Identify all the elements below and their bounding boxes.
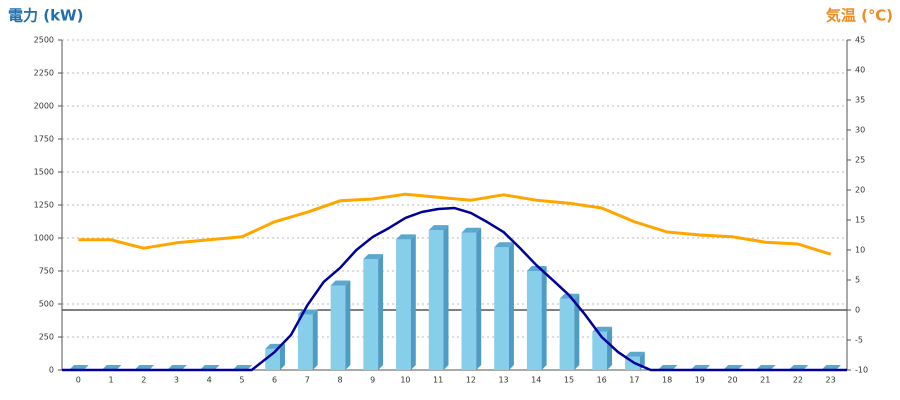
y2-tick-label: -10 xyxy=(855,366,868,375)
x-tick-label: 12 xyxy=(466,376,476,385)
y2-tick-label: 35 xyxy=(855,96,865,105)
power-line xyxy=(62,206,847,372)
bar-side xyxy=(378,254,384,370)
bar-top xyxy=(494,242,514,248)
bar xyxy=(396,239,411,370)
x-tick-label: 11 xyxy=(433,376,443,385)
x-tick-label: 19 xyxy=(695,376,705,385)
bar xyxy=(526,271,542,370)
bar xyxy=(559,298,575,370)
x-tick-label: 1 xyxy=(109,376,114,385)
y2-tick-label: 15 xyxy=(855,216,865,225)
bar-top xyxy=(396,234,416,240)
x-tick-label: 5 xyxy=(239,376,244,385)
y2-tick-label: 25 xyxy=(855,156,865,165)
y-tick-label: 1000 xyxy=(34,234,54,243)
bar xyxy=(592,331,608,370)
bar-top xyxy=(625,351,645,357)
bar xyxy=(428,230,444,370)
y2-tick-label: 5 xyxy=(855,276,860,285)
x-tick-label: 15 xyxy=(564,376,574,385)
bar xyxy=(265,348,280,370)
y-tick-label: 2250 xyxy=(34,69,54,78)
bar xyxy=(494,247,509,370)
x-tick-label: 16 xyxy=(597,376,607,385)
x-tick-label: 13 xyxy=(498,376,508,385)
y2-tick-label: -5 xyxy=(855,336,863,345)
bar-side xyxy=(607,326,613,370)
y-tick-label: 1250 xyxy=(34,201,54,210)
bar-side xyxy=(312,309,318,370)
y2-tick-label: 40 xyxy=(855,66,865,75)
bar-side xyxy=(279,343,285,370)
y-tick-label: 500 xyxy=(39,300,54,309)
x-tick-label: 22 xyxy=(793,376,803,385)
x-tick-label: 7 xyxy=(305,376,310,385)
x-tick-label: 17 xyxy=(629,376,639,385)
y-tick-label: 2000 xyxy=(34,102,54,111)
y2-tick-label: 10 xyxy=(855,246,865,255)
bar-top xyxy=(428,225,449,231)
y-axis-title: 電力 (kW) xyxy=(8,7,83,25)
y2-axis-title: 気温 (℃) xyxy=(826,7,893,25)
bar-side xyxy=(508,242,514,370)
bar xyxy=(363,259,379,370)
x-tick-label: 6 xyxy=(272,376,277,385)
x-tick-label: 14 xyxy=(531,376,541,385)
y-tick-label: 2500 xyxy=(34,36,54,45)
y2-tick-label: 0 xyxy=(855,306,860,315)
y-tick-label: 750 xyxy=(39,267,54,276)
bar-side xyxy=(574,293,580,370)
x-tick-label: 0 xyxy=(76,376,81,385)
bar-side xyxy=(345,280,351,370)
y-tick-label: 1500 xyxy=(34,168,54,177)
x-tick-label: 9 xyxy=(370,376,375,385)
bar-top xyxy=(330,280,351,286)
bar-side xyxy=(541,266,547,370)
x-tick-label: 23 xyxy=(826,376,836,385)
x-tick-label: 10 xyxy=(400,376,410,385)
x-tick-label: 18 xyxy=(662,376,672,385)
y2-tick-label: 20 xyxy=(855,186,865,195)
bar xyxy=(461,232,477,370)
y-tick-label: 250 xyxy=(39,333,54,342)
x-tick-label: 8 xyxy=(337,376,342,385)
bar-side xyxy=(443,225,449,370)
bar-top xyxy=(461,227,482,233)
y2-tick-label: 30 xyxy=(855,126,865,135)
temperature-line xyxy=(78,192,832,256)
bar-side xyxy=(476,227,482,370)
x-tick-label: 2 xyxy=(141,376,146,385)
y2-tick-label: 45 xyxy=(855,36,865,45)
x-tick-label: 21 xyxy=(760,376,770,385)
bar xyxy=(297,314,313,370)
y-tick-label: 0 xyxy=(49,366,54,375)
x-tick-label: 3 xyxy=(174,376,179,385)
bar-top xyxy=(363,254,384,260)
x-tick-label: 20 xyxy=(727,376,737,385)
y-tick-label: 1750 xyxy=(34,135,54,144)
bar xyxy=(330,285,346,370)
bar-side xyxy=(410,234,416,370)
x-tick-label: 4 xyxy=(207,376,212,385)
